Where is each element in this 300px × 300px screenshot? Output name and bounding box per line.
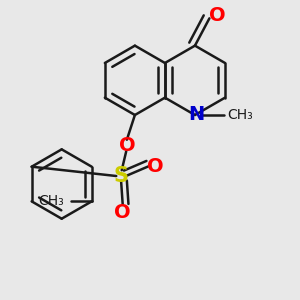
Text: CH₃: CH₃	[39, 194, 64, 208]
Text: O: O	[209, 6, 226, 25]
Text: CH₃: CH₃	[227, 108, 253, 122]
Text: O: O	[118, 136, 135, 155]
Text: N: N	[188, 105, 205, 124]
Text: S: S	[114, 166, 129, 186]
Text: O: O	[147, 157, 164, 176]
Text: O: O	[114, 203, 131, 222]
